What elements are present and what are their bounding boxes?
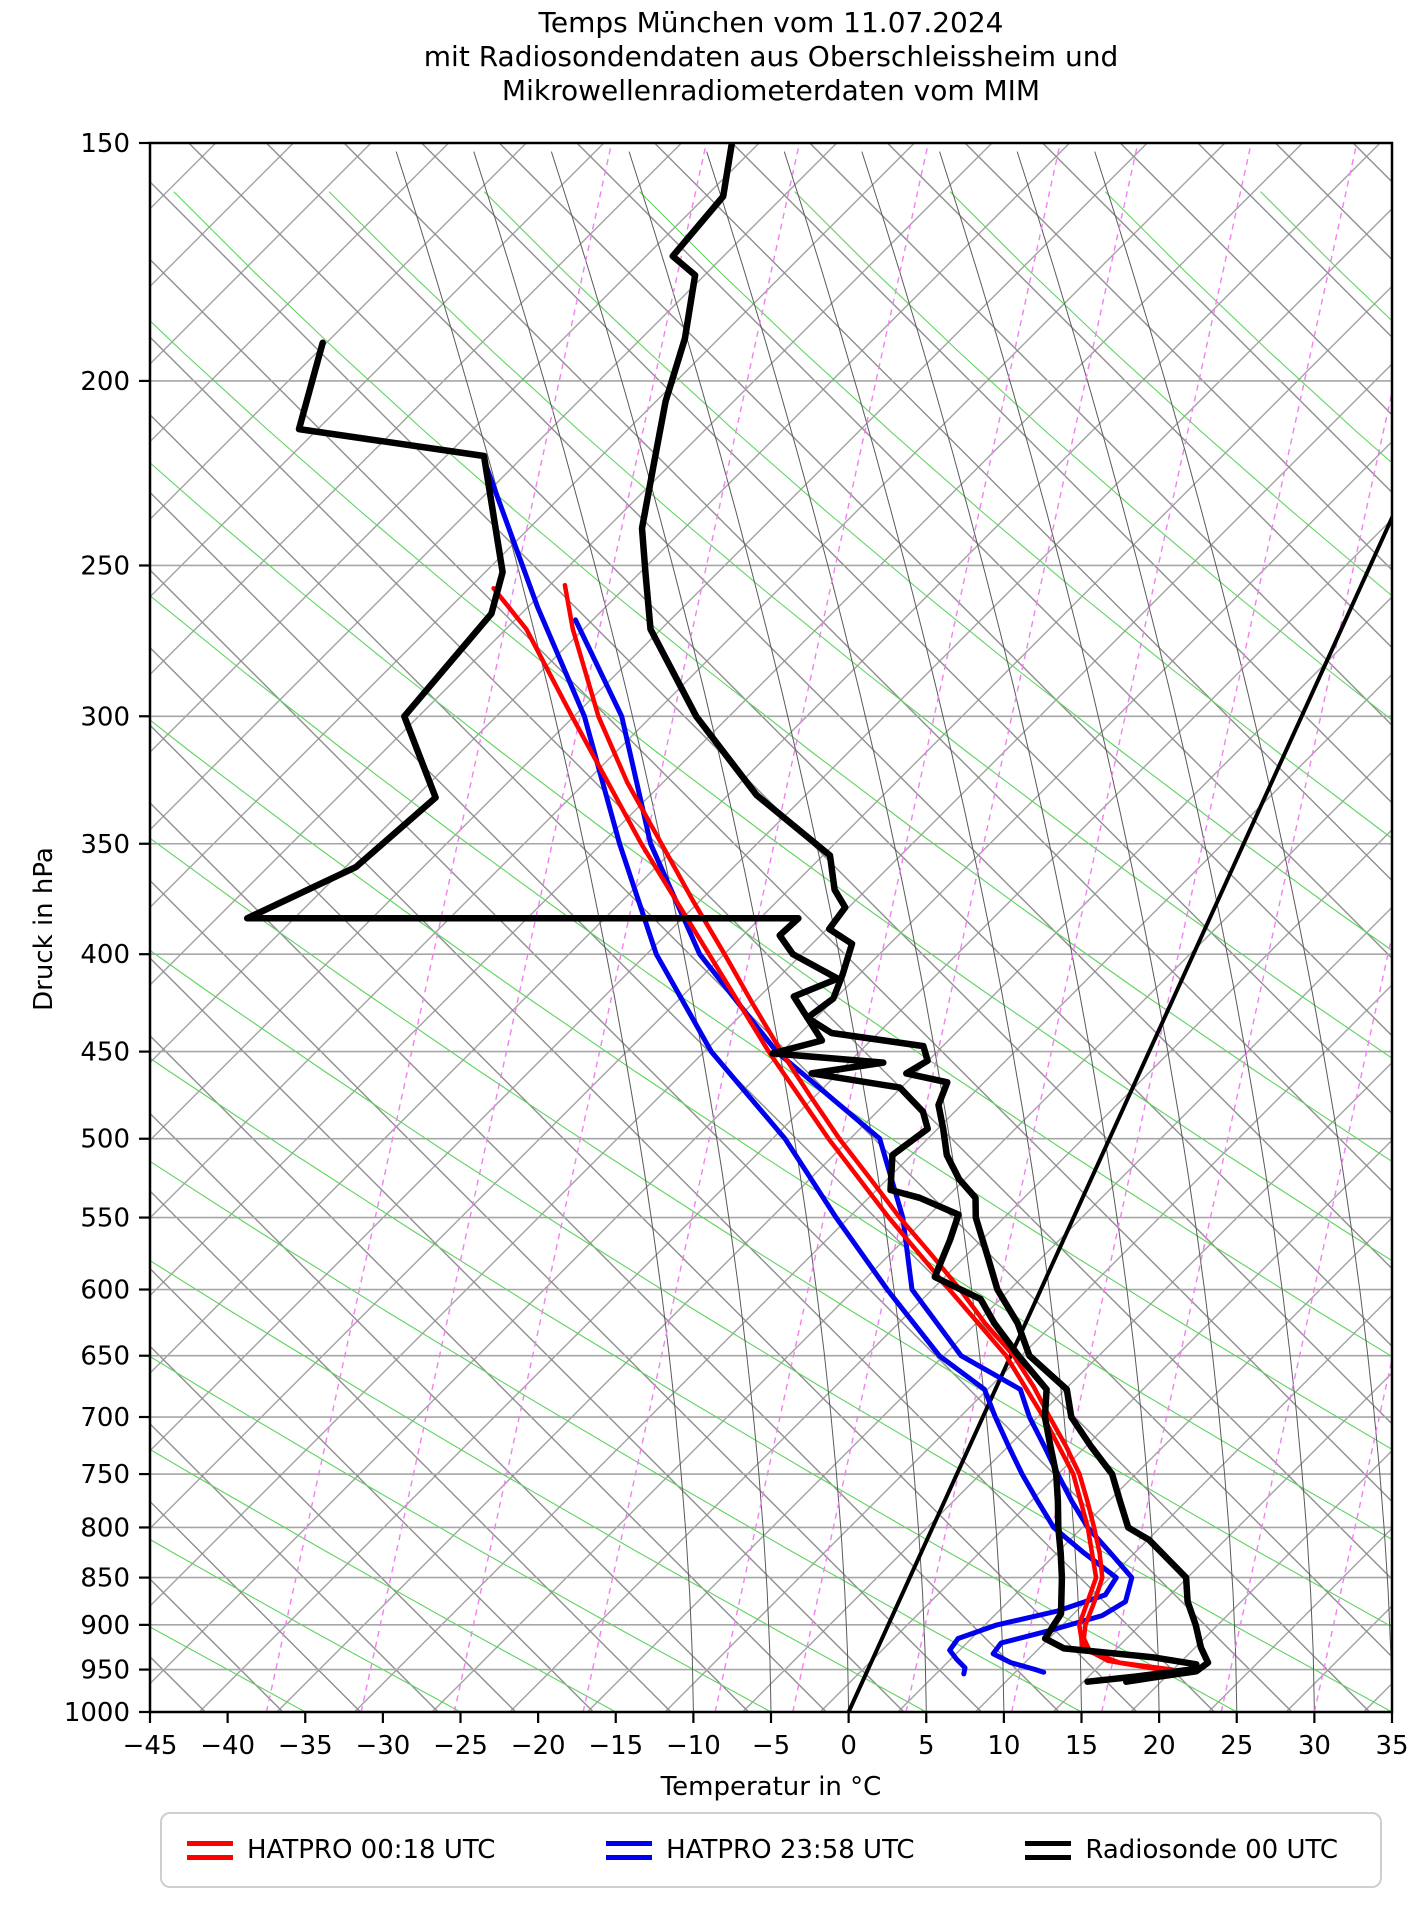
svg-text:−45: −45 [123, 1731, 178, 1761]
isobar-grid-lines [150, 380, 1392, 1671]
legend: HATPRO 00:18 UTC HATPRO 23:58 UTC Radios… [160, 1812, 1382, 1888]
svg-text:−15: −15 [588, 1731, 643, 1761]
isotherm-grid-lines [150, 143, 1392, 1712]
svg-text:25: 25 [1220, 1731, 1253, 1761]
plot-area [150, 143, 1392, 1712]
y-tick-labels: 150 200 250 300 350 400 450 500 550 600 650 700 750 8… [64, 129, 130, 1728]
svg-text:−20: −20 [511, 1731, 566, 1761]
legend-marker-red-lines-icon [187, 1840, 233, 1860]
zero-degree-isotherm-line [846, 512, 1392, 1712]
chart-title-line-2: mit Radiosondendaten aus Oberschleisshei… [423, 40, 1119, 73]
legend-entry-hatpro-2358: HATPRO 23:58 UTC [606, 1835, 915, 1865]
axis-ticks [139, 141, 1394, 1723]
legend-entry-radiosonde: Radiosonde 00 UTC [1025, 1835, 1338, 1865]
svg-text:400: 400 [80, 940, 130, 970]
moist-adiabat-green-lines [150, 191, 1392, 1712]
svg-text:900: 900 [80, 1611, 130, 1641]
svg-text:500: 500 [80, 1125, 130, 1155]
svg-text:650: 650 [80, 1342, 130, 1372]
svg-text:0: 0 [840, 1731, 857, 1761]
legend-marker-blue-lines-icon [606, 1840, 653, 1860]
svg-text:150: 150 [80, 129, 130, 159]
svg-text:950: 950 [80, 1656, 130, 1686]
svg-text:15: 15 [1065, 1731, 1098, 1761]
svg-text:800: 800 [80, 1513, 130, 1543]
svg-text:5: 5 [918, 1731, 935, 1761]
y-axis-label: Druck in hPa [29, 847, 59, 1011]
legend-label: HATPRO 23:58 UTC [666, 1835, 915, 1865]
svg-text:−40: −40 [200, 1731, 255, 1761]
svg-text:−25: −25 [433, 1731, 488, 1761]
chart-title-line-1: Temps München vom 11.07.2024 [538, 6, 1004, 39]
svg-text:20: 20 [1143, 1731, 1176, 1761]
hatpro-0018-temp-curve [562, 582, 1175, 1672]
radiosonde-temp-curve [638, 143, 1212, 1685]
hatpro-2358-dewpoint-curve [484, 464, 1119, 1677]
svg-text:550: 550 [80, 1204, 130, 1234]
hatpro-0018-dewpoint-curve [491, 586, 1163, 1672]
moist-adiabat-dark-lines [395, 151, 1392, 1712]
radiosonde-dewpoint-curve [243, 339, 1200, 1685]
svg-text:750: 750 [80, 1460, 130, 1490]
svg-text:−30: −30 [355, 1731, 410, 1761]
adiabat-grid-lines [150, 143, 1392, 1712]
svg-text:1000: 1000 [64, 1698, 130, 1728]
svg-text:450: 450 [80, 1038, 130, 1068]
chart-title: Temps München vom 11.07.2024 mit Radioso… [150, 6, 1392, 108]
svg-text:35: 35 [1375, 1731, 1408, 1761]
legend-label: HATPRO 00:18 UTC [247, 1835, 496, 1865]
svg-text:250: 250 [80, 551, 130, 581]
svg-text:−35: −35 [278, 1731, 333, 1761]
svg-text:−10: −10 [666, 1731, 721, 1761]
legend-marker-black-lines-icon [1025, 1840, 1072, 1860]
svg-text:600: 600 [80, 1276, 130, 1306]
chart-title-line-3: Mikrowellenradiometerdaten vom MIM [501, 74, 1041, 107]
svg-text:−5: −5 [752, 1731, 790, 1761]
svg-text:850: 850 [80, 1564, 130, 1594]
svg-text:350: 350 [80, 830, 130, 860]
svg-text:10: 10 [987, 1731, 1020, 1761]
x-axis-label: Temperatur in °C [660, 1772, 882, 1802]
legend-entry-hatpro-0018: HATPRO 00:18 UTC [187, 1835, 495, 1865]
svg-text:700: 700 [80, 1403, 130, 1433]
svg-text:30: 30 [1298, 1731, 1331, 1761]
legend-label: Radiosonde 00 UTC [1085, 1835, 1338, 1865]
x-tick-labels: −45 −40 −35 −30 −25 −20 −15 −10 −5 0 5 10 15 20 25 30 35 [123, 1731, 1409, 1761]
svg-text:300: 300 [80, 702, 130, 732]
svg-text:200: 200 [80, 367, 130, 397]
